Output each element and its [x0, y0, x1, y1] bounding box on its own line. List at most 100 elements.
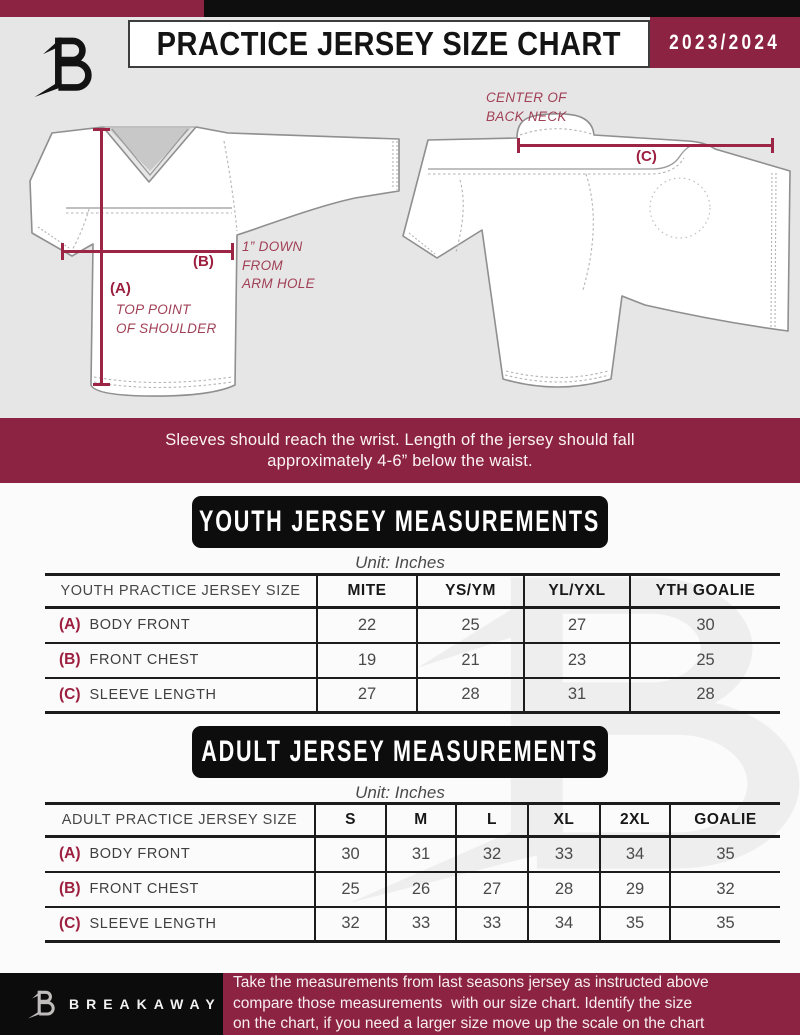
row-label: SLEEVE LENGTH: [89, 915, 217, 932]
banner-line-1: Sleeves should reach the wrist. Length o…: [165, 430, 635, 449]
row-label: BODY FRONT: [89, 846, 191, 863]
youth-heading: YOUTH JERSEY MEASUREMENTS: [199, 505, 601, 538]
measure-cap-a-top: [93, 128, 110, 131]
header-accent-strip-red: [0, 0, 204, 17]
row-tag: (C): [59, 685, 81, 703]
measure-cap-a-bottom: [93, 383, 110, 386]
label-c-text: CENTER OF BACK NECK: [486, 90, 567, 124]
footer-brand-block: BREAKAWAY: [0, 973, 223, 1035]
page-title: PRACTICE JERSEY SIZE CHART: [156, 25, 622, 62]
adult-size-col-l: L: [455, 803, 528, 838]
cell-value: 33: [455, 905, 528, 942]
cell-value: 32: [669, 870, 780, 907]
adult-size-col-xl: XL: [527, 803, 600, 838]
footer-brand-name: BREAKAWAY: [69, 996, 222, 1012]
cell-value: 31: [385, 836, 456, 872]
measure-cap-c-left: [517, 138, 520, 153]
table-row: (A) BODY FRONT 22 25 27 30: [45, 607, 780, 643]
cell-value: 33: [385, 905, 456, 942]
youth-unit-label: Unit: Inches: [355, 553, 445, 572]
breakaway-logo-icon: [26, 989, 55, 1021]
front-jersey-illustration: [29, 126, 400, 397]
youth-size-label-header: YOUTH PRACTICE JERSEY SIZE: [45, 574, 317, 609]
cell-value: 28: [527, 870, 600, 907]
cell-value: 29: [599, 870, 670, 907]
cell-value: 25: [629, 641, 780, 678]
adult-size-col-s: S: [314, 803, 386, 838]
breakaway-logo-icon: [26, 23, 92, 109]
cell-value: 23: [523, 641, 630, 678]
cell-value: 22: [316, 607, 417, 643]
adult-size-col-2xl: 2XL: [599, 803, 670, 838]
instruction-banner: Sleeves should reach the wrist. Length o…: [0, 418, 800, 483]
table-row: (B) FRONT CHEST 19 21 23 25: [45, 641, 780, 678]
measure-cap-c-right: [771, 138, 774, 153]
cell-value: 27: [523, 607, 630, 643]
header-accent-strip-black: [204, 0, 800, 17]
row-tag: (A): [59, 616, 81, 634]
youth-section-header: YOUTH JERSEY MEASUREMENTS: [192, 496, 608, 548]
cell-value: 19: [316, 641, 417, 678]
label-a-text: TOP POINT OF SHOULDER: [116, 302, 217, 336]
cell-value: 26: [385, 870, 456, 907]
cell-value: 30: [314, 836, 386, 872]
measure-line-b-horizontal: [61, 250, 234, 253]
row-tag: (B): [59, 651, 81, 668]
title-bar: PRACTICE JERSEY SIZE CHART: [128, 20, 650, 68]
cell-value: 34: [599, 836, 670, 872]
cell-value: 30: [629, 607, 780, 643]
youth-size-col-ysym: YS/YM: [416, 574, 524, 609]
adult-unit-label: Unit: Inches: [355, 783, 445, 802]
footer-instructions-text: Take the measurements from last seasons …: [233, 974, 709, 1033]
cell-value: 28: [629, 676, 780, 713]
cell-value: 31: [523, 676, 630, 713]
label-b-text: 1” DOWN FROM ARM HOLE: [242, 239, 315, 292]
table-row: (C) SLEEVE LENGTH 27 28 31 28: [45, 676, 780, 713]
adult-size-table: ADULT PRACTICE JERSEY SIZE S M L XL 2XL …: [45, 802, 780, 943]
table-row: (B) FRONT CHEST 25 26 27 28 29 32: [45, 870, 780, 907]
cell-value: 32: [455, 836, 528, 872]
youth-table-header-row: YOUTH PRACTICE JERSEY SIZE MITE YS/YM YL…: [45, 574, 780, 609]
row-label: FRONT CHEST: [89, 881, 199, 897]
cell-value: 27: [316, 676, 417, 713]
row-label: FRONT CHEST: [89, 652, 199, 668]
banner-line-2: approximately 4-6” below the waist.: [267, 451, 533, 470]
cell-value: 35: [599, 905, 670, 942]
adult-table-header-row: ADULT PRACTICE JERSEY SIZE S M L XL 2XL …: [45, 803, 780, 838]
youth-size-col-ylyxl: YL/YXL: [523, 574, 630, 609]
cell-value: 35: [669, 905, 780, 942]
row-tag: (B): [59, 880, 81, 897]
cell-value: 25: [314, 870, 386, 907]
youth-size-col-mite: MITE: [316, 574, 417, 609]
adult-section-header: ADULT JERSEY MEASUREMENTS: [192, 726, 608, 778]
measure-cap-b-left: [61, 243, 64, 260]
row-label: BODY FRONT: [89, 617, 191, 634]
cell-value: 25: [416, 607, 524, 643]
cell-value: 35: [669, 836, 780, 872]
measurements-section: YOUTH JERSEY MEASUREMENTS Unit: Inches Y…: [0, 483, 800, 973]
footer-instructions-block: Take the measurements from last seasons …: [223, 973, 800, 1035]
row-tag: (A): [59, 845, 81, 863]
label-a-tag: (A): [110, 280, 131, 297]
row-label: SLEEVE LENGTH: [89, 686, 217, 703]
cell-value: 21: [416, 641, 524, 678]
table-row: (A) BODY FRONT 30 31 32 33 34 35: [45, 836, 780, 872]
cell-value: 34: [527, 905, 600, 942]
adult-size-col-m: M: [385, 803, 456, 838]
row-tag: (C): [59, 914, 81, 932]
label-c-tag: (C): [636, 148, 657, 165]
cell-value: 27: [455, 870, 528, 907]
season-badge: 2023/2024: [650, 17, 800, 68]
adult-size-col-goalie: GOALIE: [669, 803, 780, 838]
measure-line-a-vertical: [100, 129, 103, 386]
adult-heading: ADULT JERSEY MEASUREMENTS: [201, 735, 599, 768]
cell-value: 33: [527, 836, 600, 872]
measure-cap-b-right: [231, 243, 234, 260]
measure-line-c-horizontal: [517, 144, 774, 147]
adult-size-label-header: ADULT PRACTICE JERSEY SIZE: [45, 803, 315, 838]
cell-value: 28: [416, 676, 524, 713]
youth-size-table: YOUTH PRACTICE JERSEY SIZE MITE YS/YM YL…: [45, 573, 780, 714]
table-row: (C) SLEEVE LENGTH 32 33 33 34 35 35: [45, 905, 780, 942]
youth-size-col-goalie: YTH GOALIE: [629, 574, 780, 609]
